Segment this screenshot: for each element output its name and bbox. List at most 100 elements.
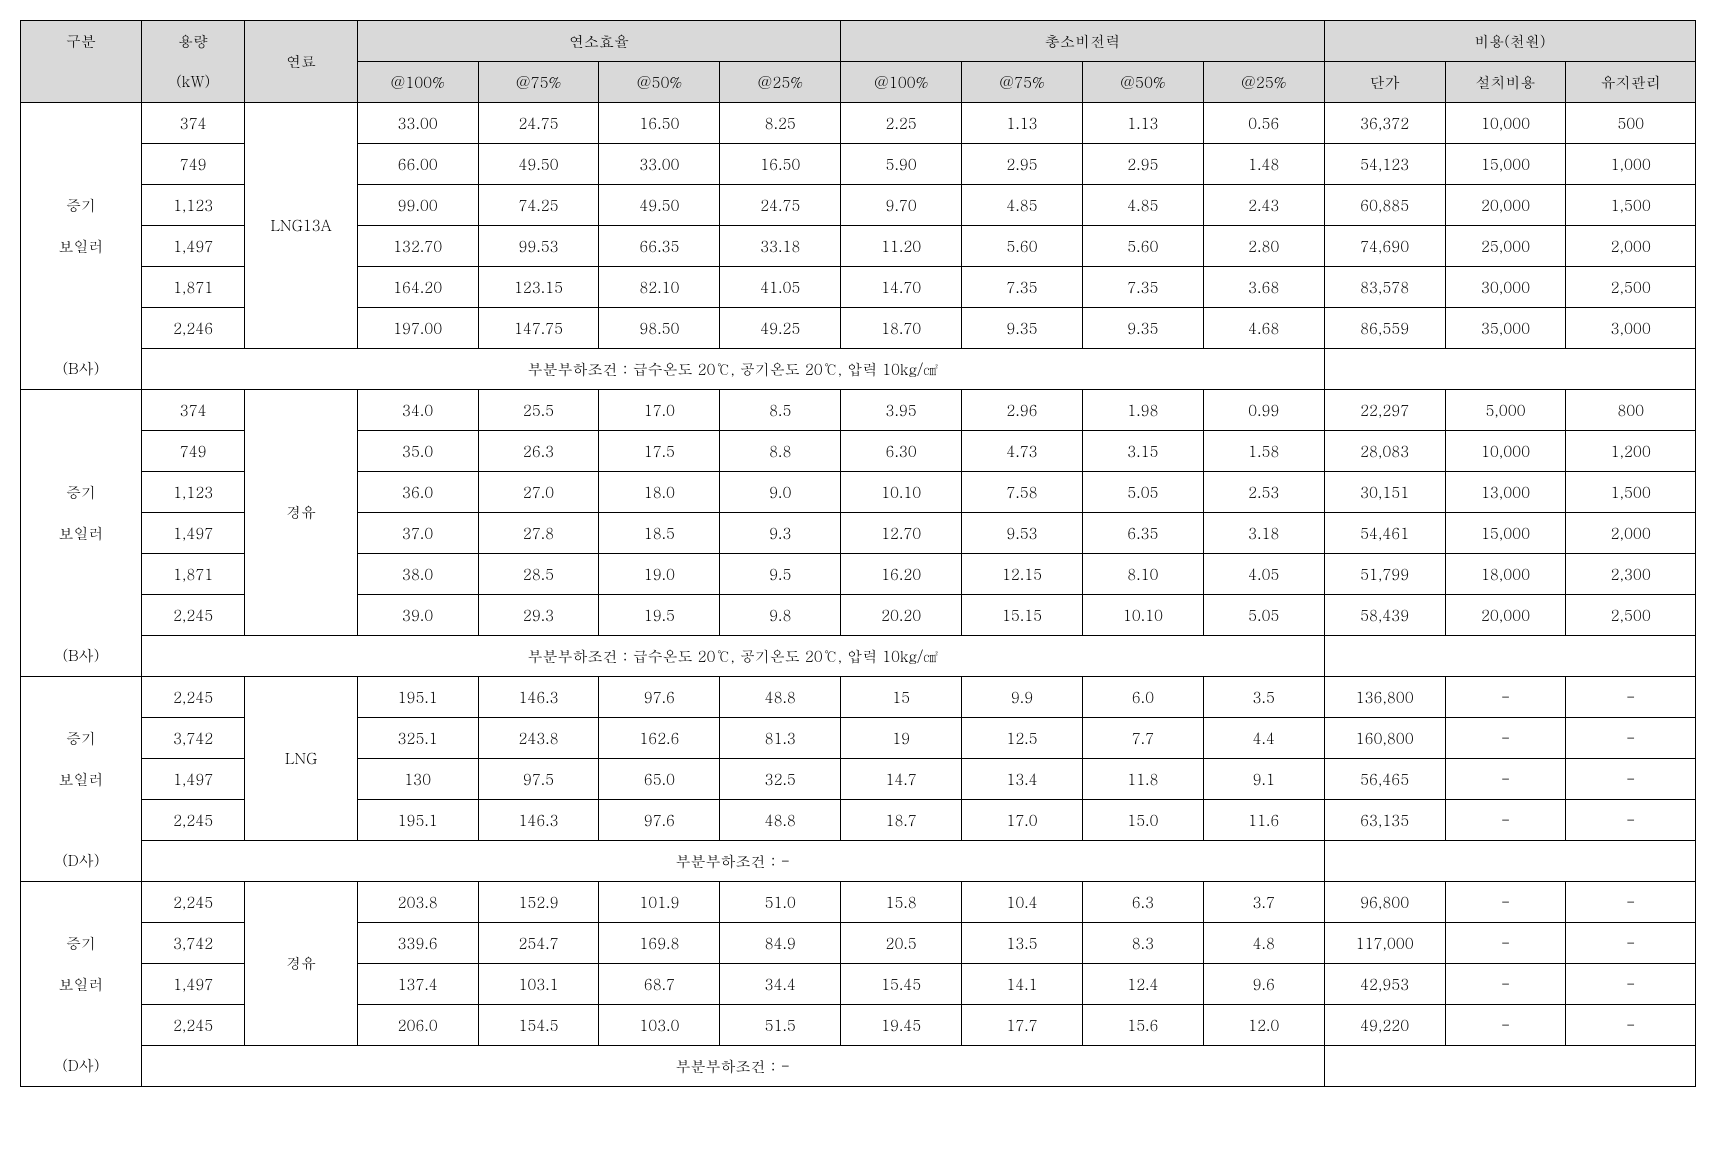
data-cell: 83,578 <box>1324 267 1445 308</box>
data-cell: - <box>1445 677 1566 718</box>
note-cell: 부분부하조건 : 급수온도 20℃, 공기온도 20℃, 압력 10kg/㎠ <box>141 349 1324 390</box>
data-cell: 3.7 <box>1203 882 1324 923</box>
data-cell: 97.5 <box>478 759 599 800</box>
data-cell: - <box>1445 882 1566 923</box>
data-cell: 2.95 <box>962 144 1083 185</box>
category-cell-blank <box>21 677 142 718</box>
data-cell: 98.50 <box>599 308 720 349</box>
data-cell: 30,000 <box>1445 267 1566 308</box>
data-cell: 500 <box>1566 103 1696 144</box>
header-pow-100: @100% <box>841 62 962 103</box>
data-cell: 33.00 <box>357 103 478 144</box>
data-cell: 37.0 <box>357 513 478 554</box>
data-cell: 60,885 <box>1324 185 1445 226</box>
category-cell-blank <box>21 103 142 144</box>
data-cell: 24.75 <box>720 185 841 226</box>
data-cell: - <box>1566 923 1696 964</box>
data-cell: 28,083 <box>1324 431 1445 472</box>
header-capacity-line1: 용량 <box>141 21 245 62</box>
data-cell: 11.6 <box>1203 800 1324 841</box>
data-cell: 8.3 <box>1082 923 1203 964</box>
data-cell: 162.6 <box>599 718 720 759</box>
data-cell: 154.5 <box>478 1005 599 1046</box>
data-cell: 10.4 <box>962 882 1083 923</box>
table-row-note: (B사) 부분부하조건 : 급수온도 20℃, 공기온도 20℃, 압력 10k… <box>21 636 1696 677</box>
fuel-cell: 경유 <box>245 390 357 636</box>
header-category: 구분 <box>21 21 142 62</box>
note-blank <box>1324 636 1695 677</box>
category-cell-line1: 증기 <box>21 472 142 513</box>
data-cell: 51.0 <box>720 882 841 923</box>
data-cell: - <box>1566 718 1696 759</box>
header-capacity-line2: (kW) <box>141 62 245 103</box>
data-cell: - <box>1566 882 1696 923</box>
data-cell: 33.18 <box>720 226 841 267</box>
data-cell: 9.5 <box>720 554 841 595</box>
data-cell: 49.25 <box>720 308 841 349</box>
data-cell: 20,000 <box>1445 185 1566 226</box>
data-cell: 4.68 <box>1203 308 1324 349</box>
data-cell: 28.5 <box>478 554 599 595</box>
data-cell: 15 <box>841 677 962 718</box>
note-blank <box>1324 349 1695 390</box>
capacity-cell: 1,497 <box>141 759 245 800</box>
fuel-cell: 경유 <box>245 882 357 1046</box>
note-cell: 부분부하조건 : - <box>141 841 1324 882</box>
header-pow-75: @75% <box>962 62 1083 103</box>
capacity-cell: 2,245 <box>141 1005 245 1046</box>
category-cell-blank <box>21 431 142 472</box>
data-cell: - <box>1445 964 1566 1005</box>
data-cell: 18.7 <box>841 800 962 841</box>
data-cell: 2.95 <box>1082 144 1203 185</box>
data-cell: 9.35 <box>962 308 1083 349</box>
data-cell: 51,799 <box>1324 554 1445 595</box>
data-cell: 16.20 <box>841 554 962 595</box>
data-cell: 5,000 <box>1445 390 1566 431</box>
capacity-cell: 1,497 <box>141 964 245 1005</box>
data-cell: 2,500 <box>1566 595 1696 636</box>
category-cell-blank <box>21 595 142 636</box>
capacity-cell: 374 <box>141 103 245 144</box>
data-cell: 206.0 <box>357 1005 478 1046</box>
data-cell: 2,500 <box>1566 267 1696 308</box>
category-cell-line1: 증기 <box>21 718 142 759</box>
boiler-spec-table: 구분 용량 연료 연소효율 총소비전력 비용(천원) (kW) @100% @7… <box>20 20 1696 1087</box>
data-cell: 97.6 <box>599 800 720 841</box>
category-company: (D사) <box>21 1046 142 1087</box>
data-cell: 9.3 <box>720 513 841 554</box>
data-cell: 17.5 <box>599 431 720 472</box>
note-blank <box>1324 1046 1695 1087</box>
data-cell: 33.00 <box>599 144 720 185</box>
category-cell-blank <box>21 554 142 595</box>
data-cell: 203.8 <box>357 882 478 923</box>
data-cell: 35.0 <box>357 431 478 472</box>
data-cell: 36,372 <box>1324 103 1445 144</box>
data-cell: 2.96 <box>962 390 1083 431</box>
data-cell: 197.00 <box>357 308 478 349</box>
data-cell: 6.0 <box>1082 677 1203 718</box>
data-cell: - <box>1445 718 1566 759</box>
data-cell: 0.99 <box>1203 390 1324 431</box>
data-cell: 117,000 <box>1324 923 1445 964</box>
capacity-cell: 1,123 <box>141 472 245 513</box>
table-row: 374 LNG13A 33.00 24.75 16.50 8.25 2.25 1… <box>21 103 1696 144</box>
data-cell: - <box>1566 964 1696 1005</box>
data-cell: - <box>1566 677 1696 718</box>
data-cell: 30,151 <box>1324 472 1445 513</box>
data-cell: 1.58 <box>1203 431 1324 472</box>
data-cell: 17.7 <box>962 1005 1083 1046</box>
data-cell: 4.73 <box>962 431 1083 472</box>
table-row-note: (D사) 부분부하조건 : - <box>21 1046 1696 1087</box>
capacity-cell: 2,245 <box>141 677 245 718</box>
data-cell: 8.10 <box>1082 554 1203 595</box>
data-cell: 96,800 <box>1324 882 1445 923</box>
data-cell: 17.0 <box>962 800 1083 841</box>
data-cell: 0.56 <box>1203 103 1324 144</box>
data-cell: 49,220 <box>1324 1005 1445 1046</box>
category-cell-blank <box>21 1005 142 1046</box>
data-cell: 14.70 <box>841 267 962 308</box>
data-cell: 18.0 <box>599 472 720 513</box>
data-cell: 7.35 <box>962 267 1083 308</box>
capacity-cell: 2,245 <box>141 595 245 636</box>
capacity-cell: 3,742 <box>141 923 245 964</box>
